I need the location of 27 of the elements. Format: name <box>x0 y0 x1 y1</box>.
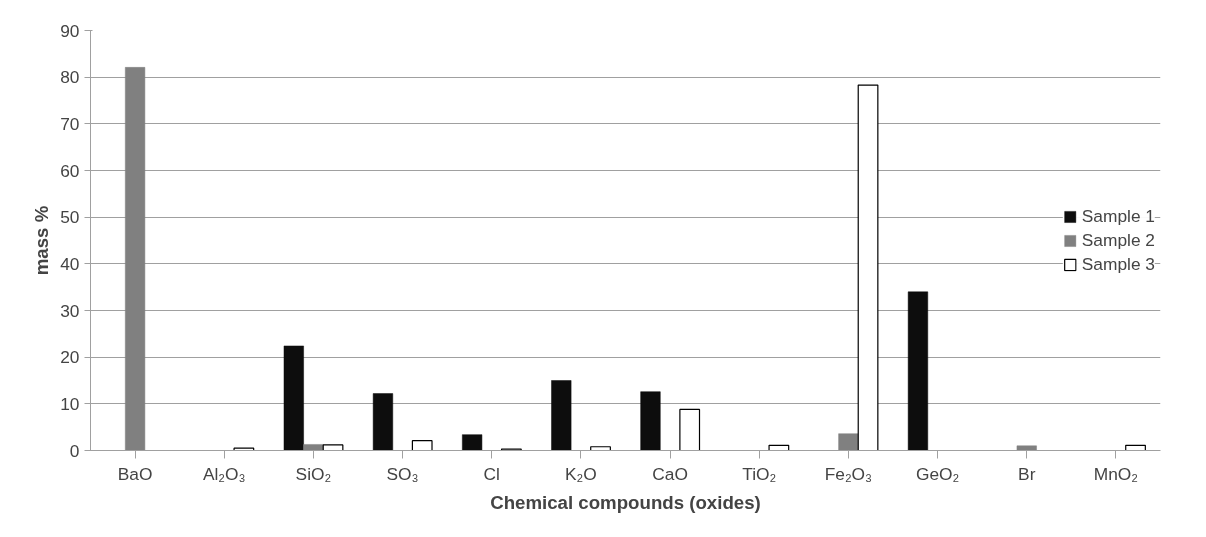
x-tick-label: Cl <box>483 463 500 484</box>
y-tick-label: 0 <box>69 440 80 461</box>
x-tick-label: SO₃ <box>386 463 419 484</box>
y-tick-label: 40 <box>60 253 80 274</box>
legend-label: Sample 3 <box>1081 253 1155 275</box>
y-tick-label: 60 <box>60 160 80 181</box>
x-tick-label: CaO <box>652 463 688 484</box>
y-tick-label: 30 <box>60 300 80 321</box>
x-axis-title: Chemical compounds (oxides) <box>490 491 761 513</box>
x-tick-label: BaO <box>117 463 153 484</box>
x-tick-label: GeO₂ <box>915 463 960 484</box>
legend-label: Sample 2 <box>1081 229 1155 251</box>
y-tick-label: 80 <box>60 67 80 88</box>
y-tick-label: 70 <box>60 113 80 134</box>
y-tick-label: 20 <box>60 347 80 368</box>
y-tick-label: 90 <box>60 20 80 41</box>
legend-label: Sample 1 <box>1081 205 1155 227</box>
x-tick-label: SiO₂ <box>295 463 332 484</box>
x-tick-label: K₂O <box>565 463 597 484</box>
y-tick-label: 50 <box>60 207 80 228</box>
y-axis-title: mass % <box>31 205 53 276</box>
x-tick-label: MnO₂ <box>1093 463 1139 484</box>
y-tick-label: 10 <box>60 393 80 414</box>
x-tick-label: Br <box>1018 463 1036 484</box>
x-tick-label: Fe₂O₃ <box>824 463 873 484</box>
x-tick-label: TiO₂ <box>742 463 777 484</box>
x-tick-label: Al₂O₃ <box>202 463 246 484</box>
